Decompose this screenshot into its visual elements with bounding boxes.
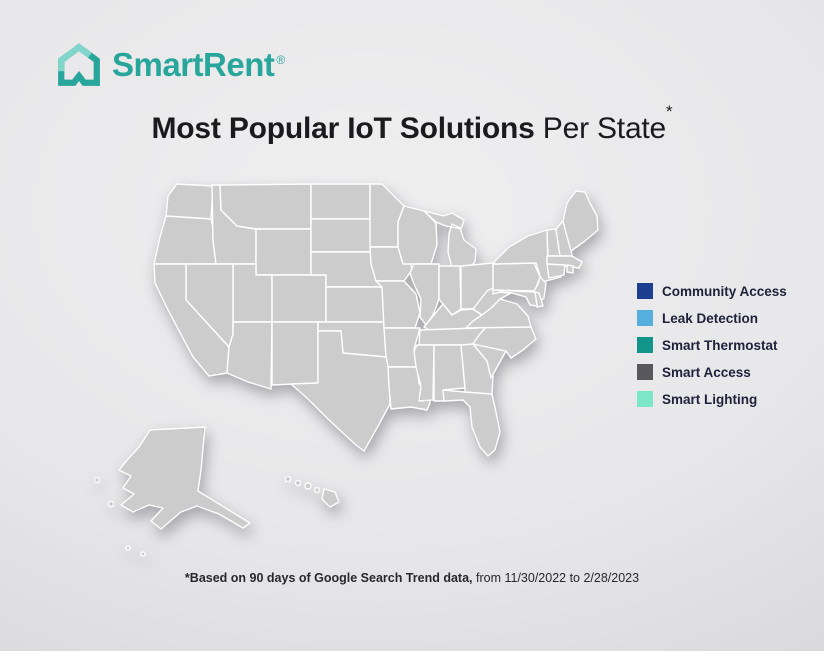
legend: Community Access Leak Detection Smart Th… xyxy=(637,283,787,407)
state-WY xyxy=(255,228,312,276)
state-KS xyxy=(325,286,385,323)
state-AK xyxy=(118,426,251,530)
state-TX xyxy=(290,330,391,452)
brand-wordmark: SmartRent ® xyxy=(112,46,286,83)
state-RI xyxy=(566,264,574,274)
legend-label: Community Access xyxy=(662,283,787,299)
smartrent-house-icon xyxy=(58,43,100,86)
alaska-aleutian-island xyxy=(140,551,146,557)
legend-item-smart-thermostat: Smart Thermostat xyxy=(637,337,787,353)
alaska-aleutian-island xyxy=(93,476,101,484)
state-MD xyxy=(492,289,538,307)
legend-label: Smart Access xyxy=(662,364,751,380)
state-NM xyxy=(271,321,319,386)
title-regular: Per State xyxy=(534,112,667,145)
alaska-aleutian-island xyxy=(107,500,115,508)
state-ND xyxy=(310,183,371,220)
legend-label: Leak Detection xyxy=(662,310,759,326)
state-MO xyxy=(375,280,421,329)
state-ME xyxy=(562,190,599,252)
legend-swatch-smart-lighting xyxy=(637,391,653,407)
legend-swatch-smart-access xyxy=(637,364,653,380)
state-CA xyxy=(153,263,230,377)
state-CT xyxy=(546,263,566,279)
legend-label: Smart Thermostat xyxy=(662,337,778,353)
legend-swatch-leak-detection xyxy=(637,310,653,326)
footnote-bold: *Based on 90 days of Google Search Trend… xyxy=(184,571,473,585)
hawaii-island xyxy=(284,475,292,483)
legend-item-leak-detection: Leak Detection xyxy=(637,310,787,326)
footnote-regular: from 11/30/2022 to 2/28/2023 xyxy=(472,571,640,585)
title-bold: Most Popular IoT Solutions xyxy=(151,112,535,145)
legend-item-smart-access: Smart Access xyxy=(637,364,787,380)
title-asterisk: * xyxy=(666,102,673,121)
smartrent-logo: SmartRent ® xyxy=(56,42,285,88)
registered-trademark: ® xyxy=(276,53,286,67)
state-AZ xyxy=(226,321,273,390)
state-OR xyxy=(153,215,217,265)
state-SD xyxy=(310,218,372,253)
alaska-aleutian-island xyxy=(125,545,131,551)
legend-item-community-access: Community Access xyxy=(637,283,787,299)
state-NC xyxy=(472,325,537,359)
state-MT xyxy=(219,183,312,230)
hawaii-big-island xyxy=(321,488,340,508)
state-CO xyxy=(271,274,327,323)
hawaii-island xyxy=(304,482,312,490)
legend-swatch-community-access xyxy=(637,283,653,299)
hawaii-island xyxy=(313,486,321,494)
state-WA xyxy=(165,183,214,220)
state-PA xyxy=(492,262,541,292)
page-title: Most Popular IoT Solutions Per State* xyxy=(0,102,824,146)
footnote: *Based on 90 days of Google Search Trend… xyxy=(0,571,824,585)
legend-label: Smart Lighting xyxy=(662,391,758,407)
legend-item-smart-lighting: Smart Lighting xyxy=(637,391,787,407)
state-FL xyxy=(442,389,501,457)
hawaii-island xyxy=(294,479,302,487)
legend-swatch-smart-thermostat xyxy=(637,337,653,353)
